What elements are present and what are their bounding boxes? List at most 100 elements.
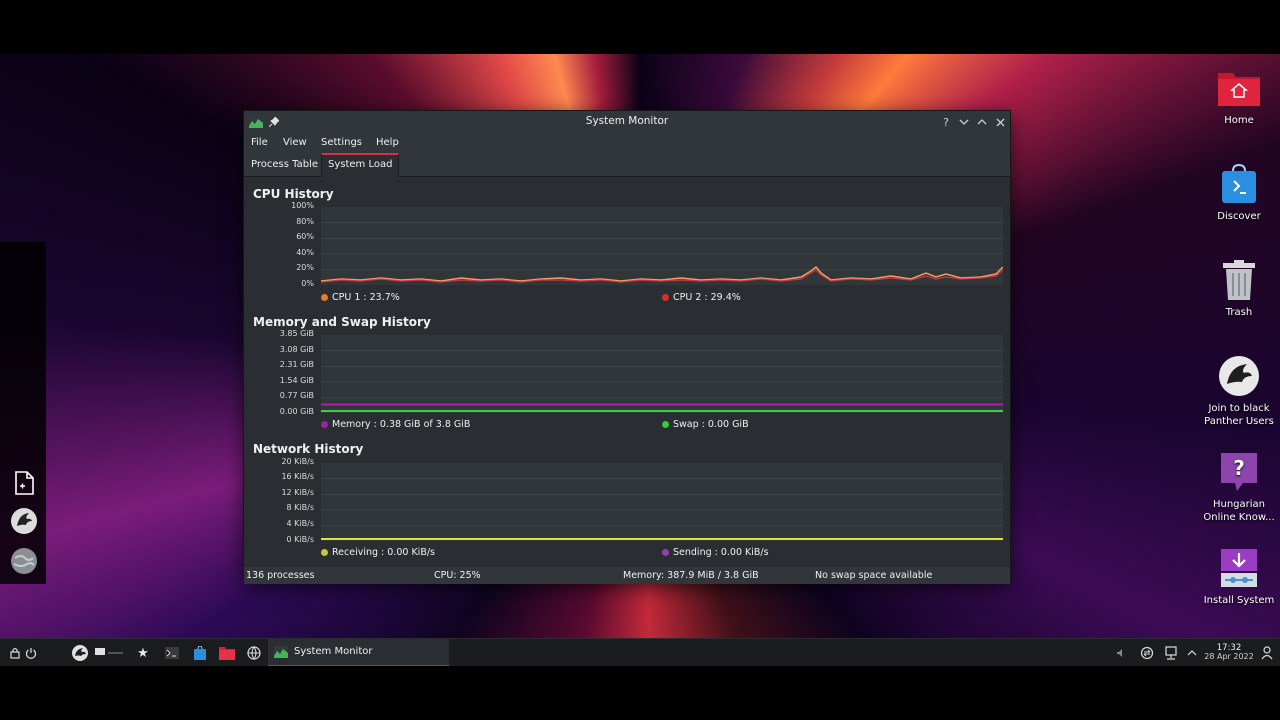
network-y-tick: 12 KiB/s xyxy=(281,488,314,497)
menu-file[interactable]: File xyxy=(251,137,268,148)
desktop-icon-home[interactable]: Home xyxy=(1196,66,1280,127)
desktop-icon-trash[interactable]: Trash xyxy=(1196,258,1280,319)
memory-y-tick: 3.08 GiB xyxy=(279,345,314,354)
cpu2-line xyxy=(320,269,1004,283)
menu-help[interactable]: Help xyxy=(376,137,399,148)
tab-system-load[interactable]: System Load xyxy=(321,153,400,177)
new-document-icon[interactable] xyxy=(9,468,39,498)
network-history-title: Network History xyxy=(253,442,364,456)
user-icon[interactable] xyxy=(1258,644,1276,662)
cpu2-legend: CPU 2 : 29.4% xyxy=(662,292,741,303)
desktop-icon-label: Discover xyxy=(1217,211,1261,222)
expand-tray-icon[interactable] xyxy=(1183,644,1201,662)
cpu1-line xyxy=(320,265,1004,282)
memory-y-tick: 0.00 GiB xyxy=(279,407,314,416)
cpu-y-tick: 0% xyxy=(301,279,314,288)
panther-logo-icon[interactable] xyxy=(9,506,39,536)
left-panel xyxy=(0,242,46,584)
discover-taskbar-icon[interactable] xyxy=(191,644,209,662)
desktop-icon-install[interactable]: Install System xyxy=(1196,546,1280,607)
memory-y-tick: 3.85 GiB xyxy=(279,329,314,338)
trash-icon xyxy=(1217,258,1261,302)
discover-icon xyxy=(1217,162,1261,206)
system-monitor-window: System Monitor ? File View Settings Help… xyxy=(243,110,1011,584)
cpu1-legend-label: CPU 1 : 23.7% xyxy=(332,292,400,303)
desktop-icon-label: Hungarian Online Know... xyxy=(1203,499,1275,523)
sending-legend: Sending : 0.00 KiB/s xyxy=(662,547,769,558)
receiving-swatch xyxy=(321,549,328,556)
receiving-legend-label: Receiving : 0.00 KiB/s xyxy=(332,547,435,558)
swap-legend-label: Swap : 0.00 GiB xyxy=(673,419,749,430)
menu-view[interactable]: View xyxy=(283,137,307,148)
network-y-tick: 4 KiB/s xyxy=(286,519,314,528)
pager-icon[interactable] xyxy=(93,644,125,662)
cpu2-swatch xyxy=(662,294,669,301)
status-cpu: CPU: 25% xyxy=(434,570,481,581)
cpu-y-tick: 100% xyxy=(291,201,314,210)
cpu-y-tick: 80% xyxy=(296,217,314,226)
cpu2-legend-label: CPU 2 : 29.4% xyxy=(673,292,741,303)
web-browser-icon[interactable] xyxy=(245,644,263,662)
tab-process-table[interactable]: Process Table xyxy=(251,159,318,170)
memory-history-title: Memory and Swap History xyxy=(253,315,431,329)
desktop-icon-hungarian[interactable]: ? Hungarian Online Know... xyxy=(1196,450,1280,524)
sending-legend-label: Sending : 0.00 KiB/s xyxy=(673,547,769,558)
maximize-button[interactable] xyxy=(974,114,990,130)
clock-date[interactable]: 28 Apr 2022 xyxy=(1204,652,1254,661)
desktop-icon-panther[interactable]: Join to black Panther Users xyxy=(1196,354,1280,428)
swap-legend: Swap : 0.00 GiB xyxy=(662,419,749,430)
favorites-star-icon[interactable]: ★ xyxy=(137,645,149,661)
lock-icon[interactable] xyxy=(6,644,24,662)
taskbar: ★ System Monitor 17:32 28 Apr 2022 xyxy=(0,638,1280,667)
network-y-tick: 8 KiB/s xyxy=(286,503,314,512)
network-y-tick: 0 KiB/s xyxy=(286,535,314,544)
desktop-icon-discover[interactable]: Discover xyxy=(1196,162,1280,223)
menubar: File View Settings Help xyxy=(244,133,1010,153)
menu-settings[interactable]: Settings xyxy=(321,137,363,148)
power-icon[interactable] xyxy=(22,644,40,662)
cpu-history-plot xyxy=(320,207,1004,285)
file-manager-icon[interactable] xyxy=(218,644,236,662)
network-y-tick: 16 KiB/s xyxy=(281,472,314,481)
memory-legend: Memory : 0.38 GiB of 3.8 GiB xyxy=(321,419,470,430)
network-y-tick: 20 KiB/s xyxy=(281,457,314,466)
volume-icon[interactable] xyxy=(1112,644,1130,662)
install-icon xyxy=(1217,546,1261,590)
terminal-icon[interactable] xyxy=(163,644,181,662)
network-history-plot xyxy=(321,463,1003,541)
receiving-legend: Receiving : 0.00 KiB/s xyxy=(321,547,435,558)
cpu-y-tick: 60% xyxy=(296,232,314,241)
desktop-icon-label: Home xyxy=(1224,115,1254,126)
cpu1-swatch xyxy=(321,294,328,301)
network-wired-icon[interactable] xyxy=(1162,644,1180,662)
cpu-history-title: CPU History xyxy=(253,187,334,201)
cpu-y-tick: 40% xyxy=(296,248,314,257)
tabbar: Process Table System Load xyxy=(244,153,1010,177)
status-swap: No swap space available xyxy=(815,570,933,581)
swap-swatch xyxy=(662,421,669,428)
memory-y-tick: 0.77 GiB xyxy=(279,391,314,400)
help-button[interactable]: ? xyxy=(943,115,949,129)
pin-icon[interactable] xyxy=(266,114,282,130)
close-button[interactable] xyxy=(992,114,1008,130)
letterbox-bottom xyxy=(0,666,1280,720)
svg-text:?: ? xyxy=(1233,456,1245,480)
desktop-icon-label: Install System xyxy=(1203,595,1275,606)
cpu-y-tick: 20% xyxy=(296,263,314,272)
window-titlebar[interactable]: System Monitor ? xyxy=(244,111,1010,133)
network-sync-icon[interactable] xyxy=(1138,644,1156,662)
clock-time[interactable]: 17:32 xyxy=(1216,643,1242,653)
application-launcher-icon[interactable] xyxy=(71,644,89,662)
minimize-button[interactable] xyxy=(956,114,972,130)
task-label: System Monitor xyxy=(294,646,373,657)
globe-icon[interactable] xyxy=(9,546,39,576)
memory-legend-label: Memory : 0.38 GiB of 3.8 GiB xyxy=(332,419,471,430)
status-memory: Memory: 387.9 MiB / 3.8 GiB xyxy=(623,570,759,581)
statusbar: 136 processes CPU: 25% Memory: 387.9 MiB… xyxy=(244,567,1010,584)
desktop-icon-label: Trash xyxy=(1225,307,1253,318)
desktop-icon-label: Join to black Panther Users xyxy=(1204,403,1274,427)
app-icon[interactable] xyxy=(248,114,264,130)
system-load-content: CPU History 100% 80% 60% 40% 20% 0% CPU … xyxy=(244,177,1010,567)
memory-swatch xyxy=(321,421,328,428)
taskbar-task-system-monitor[interactable]: System Monitor xyxy=(268,639,449,667)
